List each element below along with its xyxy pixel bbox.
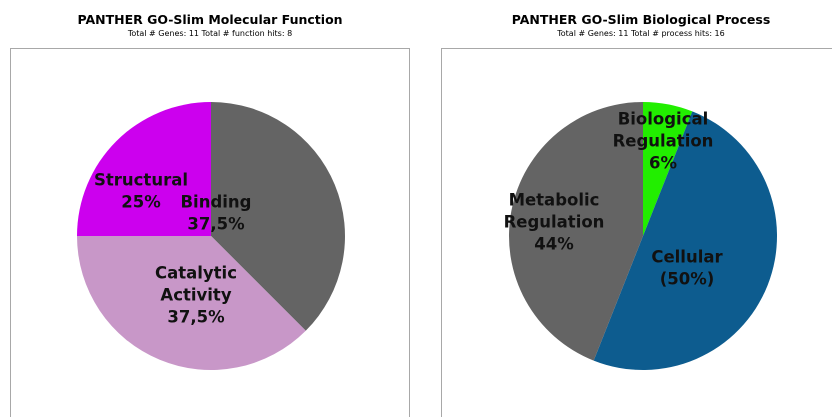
slice-label: (50%) xyxy=(660,270,715,289)
slice-label: Regulation xyxy=(504,213,605,232)
pie-slice xyxy=(77,102,211,236)
chart-subtitle: Total # Genes: 11 Total # process hits: … xyxy=(557,29,725,38)
slice-label: Catalytic xyxy=(155,264,237,283)
biological-process-pie-chart: Biological Regulation 6% Cellular (50%) Metab… xyxy=(504,102,778,371)
molecular-function-panel: PANTHER GO-Slim Molecular Function Total… xyxy=(10,0,410,417)
slice-label: 25% xyxy=(121,193,161,212)
pie-slice xyxy=(593,111,778,371)
chart-frame: Binding 37,5% Catalytic Activity 37,5% Struct… xyxy=(10,48,410,417)
pie-slice xyxy=(211,102,345,331)
slice-label: Metabolic xyxy=(509,191,600,210)
pie-slice xyxy=(77,236,306,370)
slice-label: Activity xyxy=(160,286,231,305)
biological-process-panel: PANTHER GO-Slim Biological Process Total… xyxy=(441,0,832,417)
slice-label: 37,5% xyxy=(187,215,245,234)
slice-label: 44% xyxy=(534,235,574,254)
chart-title: PANTHER GO-Slim Biological Process xyxy=(511,12,771,27)
slice-label: Structural xyxy=(94,171,188,190)
pie-slice xyxy=(643,102,693,236)
pie-slice xyxy=(508,102,643,361)
molecular-function-pie-chart: Binding 37,5% Catalytic Activity 37,5% Struct… xyxy=(77,102,345,370)
slice-label: Biological xyxy=(618,110,709,129)
chart-frame: Biological Regulation 6% Cellular (50%) Metab… xyxy=(441,48,832,417)
slice-label: 37,5% xyxy=(167,308,225,327)
chart-subtitle: Total # Genes: 11 Total # function hits:… xyxy=(127,29,293,38)
slice-label: 6% xyxy=(649,154,677,173)
chart-title: PANTHER GO-Slim Molecular Function xyxy=(77,12,343,27)
slice-label: Cellular xyxy=(651,248,723,267)
slice-label: Regulation xyxy=(613,132,714,151)
slice-label: Binding xyxy=(180,193,251,212)
